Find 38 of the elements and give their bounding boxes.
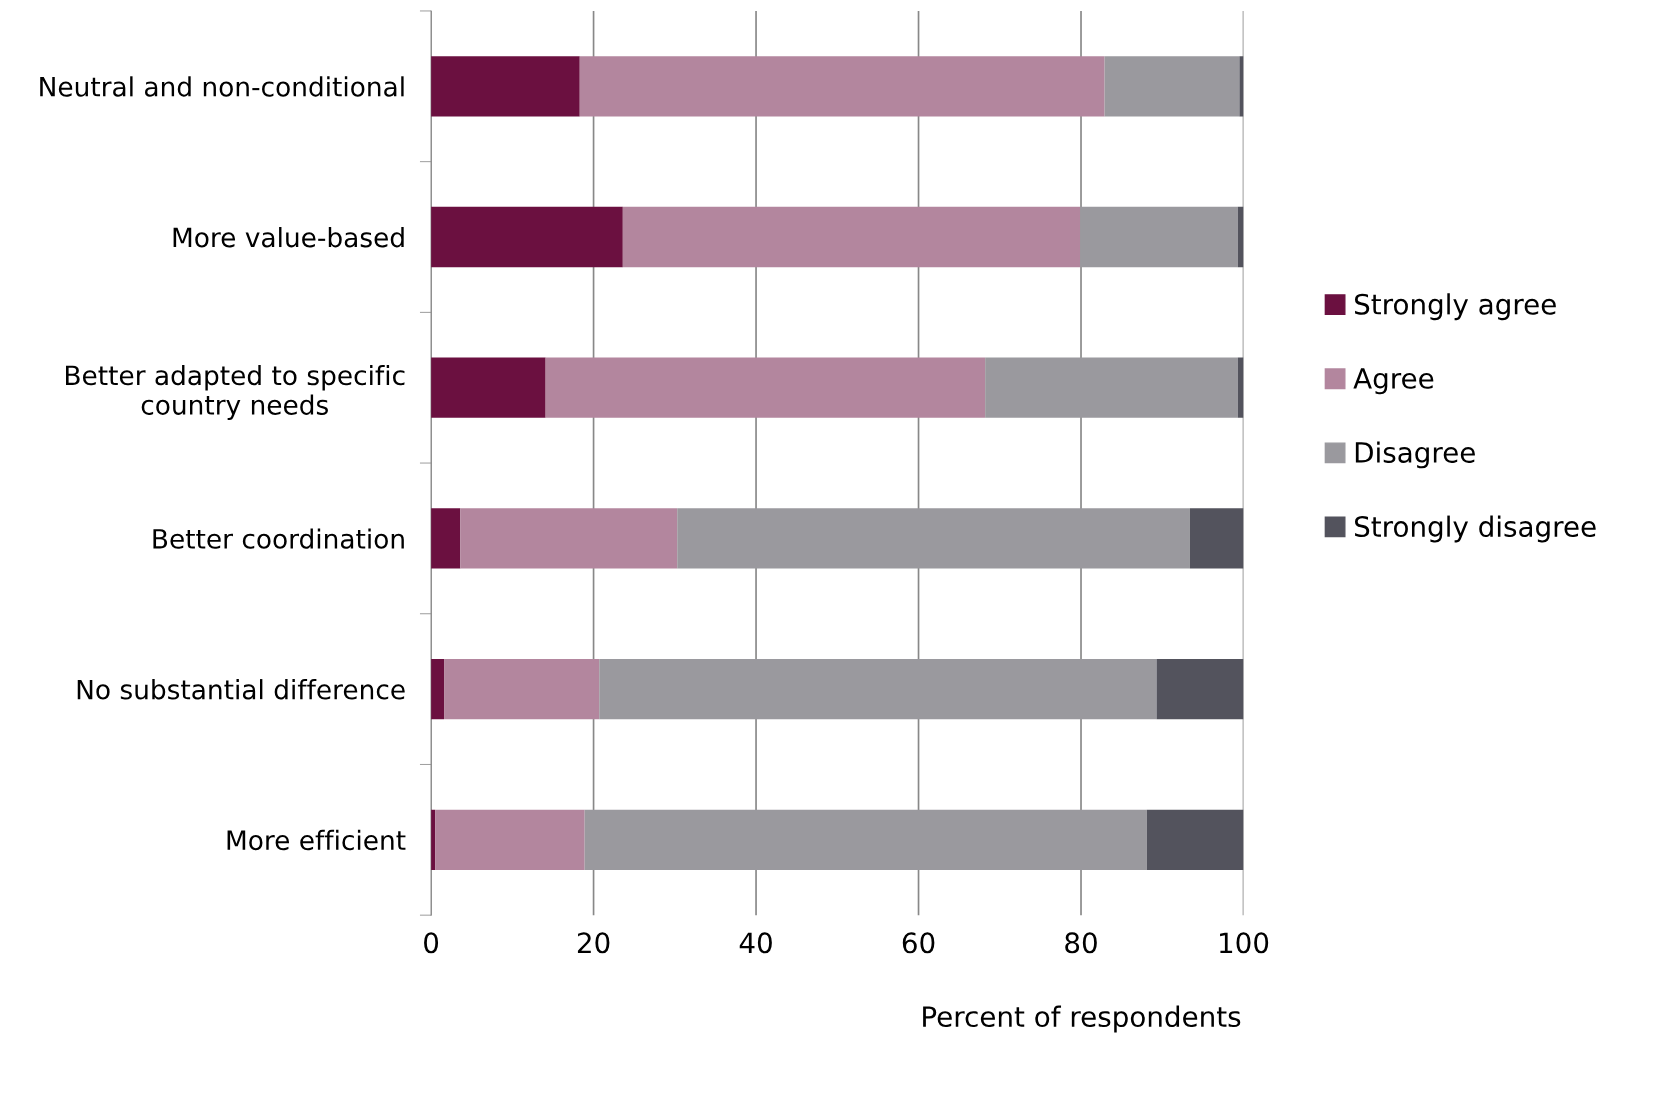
legend-label: Disagree [1355, 441, 1475, 469]
y-tick-label: No substantial difference [77, 679, 405, 700]
bar [1239, 56, 1244, 117]
bar [460, 508, 678, 569]
bar [431, 206, 623, 268]
legend-label: Strongly disagree [1354, 515, 1596, 543]
x-tick-label: 60 [902, 932, 935, 954]
bar [545, 357, 986, 418]
y-tick-label: Better adapted to specific country needs [66, 364, 405, 420]
bar [1189, 508, 1244, 569]
x-axis-title: Percent of respondents [923, 1005, 1241, 1033]
bar [1104, 56, 1240, 117]
x-tick-label: 0 [424, 932, 439, 954]
bar [444, 658, 600, 720]
y-tick-label: More efficient [227, 829, 406, 851]
y-tick-label: Neutral and non-conditional [40, 76, 404, 97]
bar [985, 357, 1238, 418]
x-tick-label: 20 [577, 932, 610, 954]
bar [1146, 809, 1244, 870]
bar [579, 56, 1105, 117]
bar [677, 508, 1190, 569]
x-tick-label: 40 [739, 932, 772, 954]
bar [431, 508, 461, 569]
legend-label: Agree [1353, 368, 1434, 395]
bar [584, 809, 1147, 870]
bar [431, 56, 580, 117]
bar [1080, 206, 1238, 268]
bar [435, 809, 585, 870]
x-tick-label: 80 [1065, 932, 1097, 954]
x-tick-label: 100 [1220, 932, 1269, 954]
legend-label: Strongly agree [1354, 293, 1556, 321]
bar [1156, 658, 1244, 720]
bar [599, 658, 1157, 720]
bar [431, 658, 445, 720]
bar [431, 357, 546, 418]
bar [622, 206, 1081, 268]
y-tick-label: Better coordination [153, 528, 404, 549]
y-tick-label: More value-based [173, 226, 404, 248]
